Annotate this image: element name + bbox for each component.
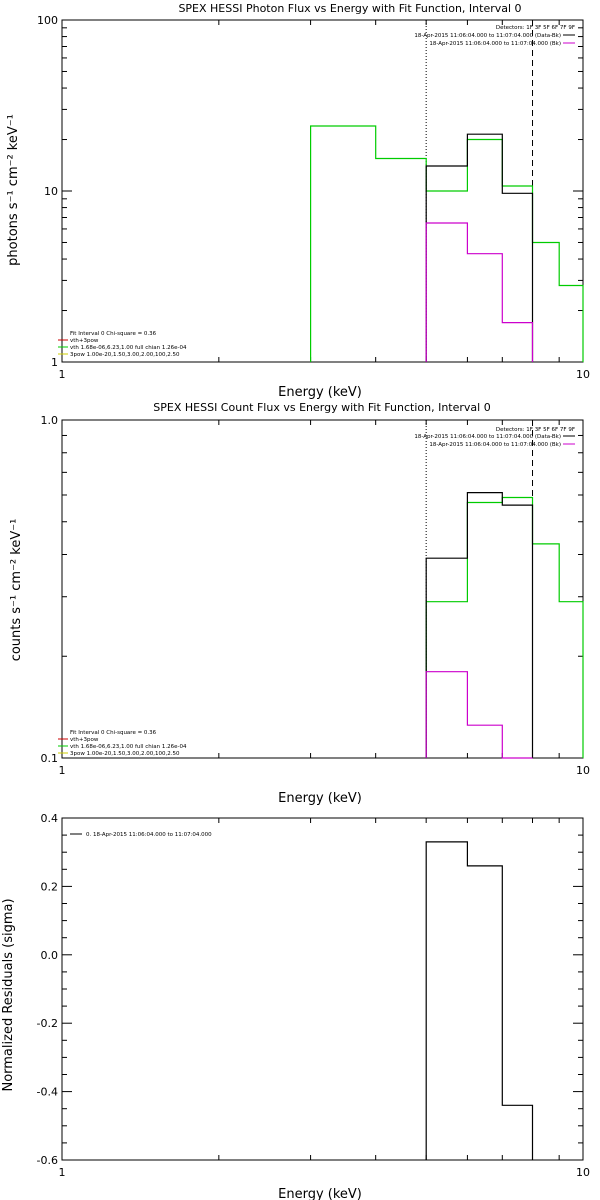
- photon-y-tick-label: 10: [44, 185, 58, 198]
- residuals-y-tick-label: -0.6: [37, 1154, 58, 1167]
- photon-fit-interval-label: Fit Interval 0 Chi-square = 0.36: [70, 331, 157, 337]
- count-y-tick-label: 1.0: [41, 414, 59, 427]
- count-detectors-label: Detectors: 1F 3F 5F 6F 7F 9F: [496, 427, 575, 433]
- photon-fit-vth-label: vth 1.68e-06,6.23,1.00 full chian 1.26e-…: [70, 345, 187, 351]
- photon-plot-area: 1 10 1 10 100: [37, 14, 590, 381]
- count-panel-title: SPEX HESSI Count Flux vs Energy with Fit…: [153, 401, 490, 414]
- photon-y-tick-label: 1: [51, 356, 58, 369]
- residuals-y-axis-label: Normalized Residuals (sigma): [1, 898, 16, 1091]
- residuals-y-tick-label: -0.4: [37, 1086, 58, 1099]
- count-x-tick-label: 10: [576, 764, 590, 777]
- count-x-axis-label: Energy (keV): [278, 791, 362, 806]
- residuals-x-axis-label: Energy (keV): [278, 1187, 362, 1200]
- residuals-x-tick-label: 1: [59, 1166, 66, 1179]
- residuals-legend-label: 0. 18-Apr-2015 11:06:04.000 to 11:07:04.…: [86, 832, 212, 838]
- photon-detectors-label: Detectors: 1F 3F 5F 6F 7F 9F: [496, 25, 575, 31]
- count-flux-panel: SPEX HESSI Count Flux vs Energy with Fit…: [9, 401, 590, 806]
- photon-x-axis-label: Energy (keV): [278, 385, 362, 400]
- photon-series-0-step-line: [310, 125, 584, 362]
- count-fit-3pow-label: 3pow 1.00e-20,1.50,3.00,2.00,100,2.50: [70, 751, 180, 757]
- count-y-tick-label: 0.1: [41, 752, 59, 765]
- count-plot-frame: [61, 419, 584, 759]
- photon-x-tick-label: 1: [59, 368, 66, 381]
- photon-fit-3pow-label: 3pow 1.00e-20,1.50,3.00,2.00,100,2.50: [70, 352, 180, 358]
- residuals-panel: Energy (keV) Normalized Residuals (sigma…: [1, 812, 590, 1200]
- count-bk-label: 18-Apr-2015 11:06:04.000 to 11:07:04.000…: [429, 442, 561, 448]
- residuals-y-tick-label: -0.2: [37, 1017, 58, 1030]
- residuals-y-tick-label: 0.4: [41, 812, 59, 825]
- count-data-bk-label: 18-Apr-2015 11:06:04.000 to 11:07:04.000…: [414, 434, 561, 440]
- photon-y-axis-label: photons s⁻¹ cm⁻² keV⁻¹: [6, 114, 21, 266]
- residuals-plot-frame: [61, 817, 584, 1161]
- photon-series-2-step-line: [425, 222, 534, 362]
- count-fit-vth-label: vth 1.68e-06,6.23,1.00 full chian 1.26e-…: [70, 744, 187, 750]
- photon-y-tick-label: 100: [37, 14, 58, 27]
- photon-series-1-step-line: [425, 133, 534, 362]
- photon-panel-title: SPEX HESSI Photon Flux vs Energy with Fi…: [178, 2, 521, 15]
- count-series-0-step-line: [425, 496, 584, 758]
- count-plot-area: 1 10 0.1 1.0: [41, 414, 591, 777]
- photon-flux-panel: SPEX HESSI Photon Flux vs Energy with Fi…: [6, 2, 590, 400]
- photon-data-bk-label: 18-Apr-2015 11:06:04.000 to 11:07:04.000…: [414, 33, 561, 39]
- residuals-plot-area: 1 10 0.4 0.2 0.0 -0.2 -0.4 -0.6: [37, 812, 590, 1179]
- residuals-x-tick-label: 10: [576, 1166, 590, 1179]
- residuals-series-0-step-line: [425, 841, 534, 1160]
- count-fit-vth3pow-label: vth+3pow: [70, 737, 99, 743]
- photon-bk-label: 18-Apr-2015 11:06:04.000 to 11:07:04.000…: [429, 41, 561, 47]
- count-series-2-step-line: [425, 671, 533, 759]
- count-series-1-step-line: [425, 492, 534, 758]
- photon-x-tick-label: 10: [576, 368, 590, 381]
- photon-fit-vth3pow-label: vth+3pow: [70, 338, 99, 344]
- count-fit-interval-label: Fit Interval 0 Chi-square = 0.36: [70, 730, 157, 736]
- count-x-tick-label: 1: [59, 764, 66, 777]
- count-y-axis-label: counts s⁻¹ cm⁻² keV⁻¹: [9, 519, 24, 662]
- photon-plot-frame: [61, 19, 584, 363]
- residuals-y-tick-label: 0.0: [41, 949, 59, 962]
- residuals-y-tick-label: 0.2: [41, 880, 59, 893]
